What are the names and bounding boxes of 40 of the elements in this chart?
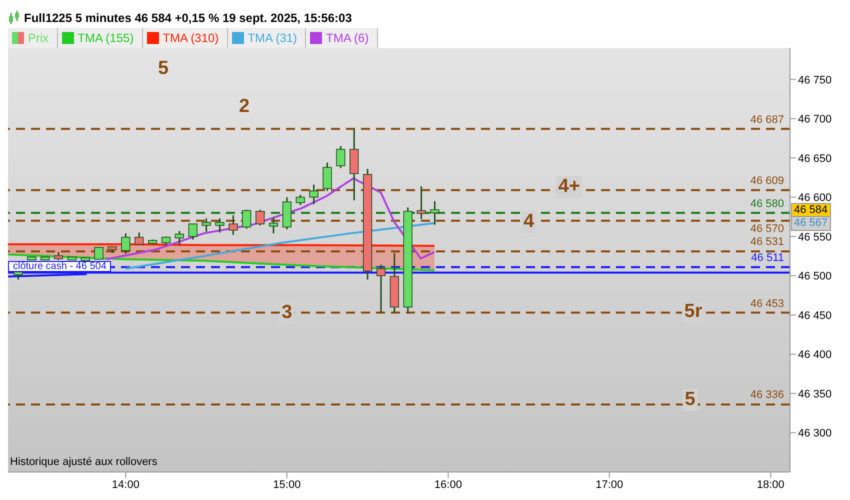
ref-line-label: 46 453 [750, 298, 784, 311]
x-tick-label: 16:00 [434, 478, 462, 491]
text: Prix [28, 31, 49, 45]
ref-line-label: 46 687 [750, 114, 784, 127]
y-tick-label: 46 350 [798, 388, 832, 400]
text: TMA (155) [78, 31, 134, 45]
text: TMA (6) [326, 31, 369, 45]
x-tick-label: 18:00 [756, 478, 784, 491]
ref-line-label: clôture cash - 46 504 [8, 260, 112, 272]
annotation: 3 [280, 302, 294, 324]
ref-line-label: 46 580 [750, 198, 784, 211]
y-tick-label: 46 500 [798, 270, 832, 283]
x-tick-label: 15:00 [273, 478, 301, 491]
ref-line-label: 46 609 [750, 175, 784, 188]
annotation: 4 [521, 210, 536, 233]
x-tick-label: 17:00 [596, 478, 624, 491]
y-tick-label: 46 650 [798, 152, 832, 165]
annotation: 46 567 [791, 216, 831, 232]
annotation: 5r [682, 300, 704, 323]
text: TMA (310) [162, 31, 219, 45]
annotation: 2 [239, 96, 250, 118]
y-tick-label: 46 700 [798, 114, 832, 126]
text: TMA (31) [248, 31, 298, 45]
x-tick-label: 14:00 [112, 478, 140, 491]
y-tick-label: 46 450 [798, 310, 832, 322]
y-tick-label: 46 300 [798, 428, 832, 440]
y-tick-label: 46 600 [798, 192, 832, 204]
annotation: Historique ajusté aux rollovers [10, 456, 158, 469]
annotation: 4+ [556, 176, 582, 198]
ref-line-label: 46 531 [750, 236, 784, 250]
ref-line-label: 46 511 [751, 252, 784, 266]
y-tick-label: 46 400 [798, 349, 832, 362]
chart-title: Full1225 5 minutes 46 584 +0,15 % 19 sept. 2025, 15:56:03 [24, 11, 352, 25]
annotation: 46 584 [791, 202, 831, 218]
y-tick-label: 46 750 [798, 74, 832, 86]
annotation: 5 [158, 58, 169, 80]
y-tick-label: 46 550 [798, 231, 832, 244]
ref-line-label: 46 336 [750, 389, 784, 402]
ref-line-label: 46 570 [750, 222, 784, 236]
annotation: 5 [682, 388, 698, 411]
